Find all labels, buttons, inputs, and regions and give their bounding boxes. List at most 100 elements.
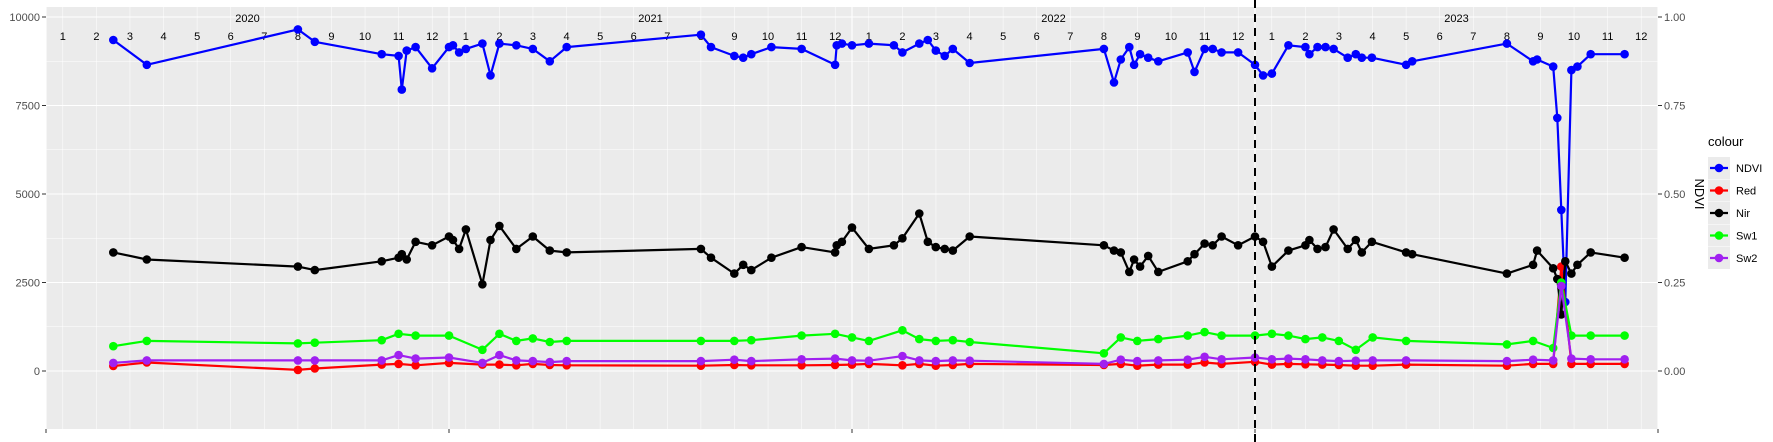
data-point-nir (454, 244, 464, 254)
data-point-ndvi (1250, 60, 1260, 70)
data-point-nir (1528, 260, 1538, 270)
data-point-nir (965, 232, 974, 241)
data-point-sw1 (747, 335, 756, 345)
data-point-sw2 (747, 356, 756, 366)
data-point-ndvi (377, 49, 387, 59)
data-point-sw1 (1334, 336, 1344, 346)
data-point-nir (747, 265, 756, 275)
data-point-sw2 (495, 350, 504, 360)
data-point-ndvi (923, 35, 933, 45)
data-point-ndvi (109, 35, 118, 45)
data-point-nir (1267, 262, 1277, 271)
data-point-ndvi (1200, 44, 1209, 54)
data-point-sw1 (1620, 331, 1629, 340)
month-label: 4 (160, 31, 166, 43)
data-point-nir (448, 235, 458, 245)
data-point-sw2 (1586, 355, 1595, 364)
data-point-nir (1407, 249, 1417, 259)
month-label: 7 (1470, 31, 1476, 43)
month-label: 2 (1302, 31, 1308, 43)
data-point-sw2 (948, 356, 958, 365)
month-label: 12 (1635, 31, 1647, 43)
y-left-tick-label: 10000 (9, 12, 40, 24)
data-point-ndvi (1620, 49, 1629, 59)
data-point-sw2 (730, 355, 739, 365)
data-point-nir (109, 248, 118, 257)
data-point-sw2 (1133, 356, 1142, 366)
data-point-sw2 (1217, 355, 1226, 364)
data-point-nir (864, 244, 874, 254)
legend-title: colour (1708, 134, 1744, 149)
data-point-nir (1135, 262, 1145, 271)
month-label: 2 (93, 31, 99, 43)
data-point-ndvi (1329, 44, 1338, 54)
data-point-ndvi (448, 41, 458, 50)
data-point-ndvi (1357, 53, 1367, 62)
month-label: 12 (426, 31, 438, 43)
data-point-sw1 (1401, 336, 1411, 346)
data-point-nir (1573, 260, 1582, 270)
data-point-nir (696, 244, 706, 254)
data-point-nir (940, 244, 949, 254)
data-point-sw1 (730, 336, 739, 346)
y-left-tick-label: 2500 (16, 278, 40, 290)
data-point-sw2 (1284, 354, 1293, 363)
month-label: 7 (1067, 31, 1073, 43)
data-point-red (495, 360, 504, 369)
data-point-nir (923, 237, 933, 247)
y-left-tick-label: 5000 (16, 189, 40, 201)
data-point-sw1 (1133, 336, 1142, 346)
y-right-tick-label: 0.25 (1664, 278, 1685, 290)
data-point-sw2 (1318, 356, 1327, 365)
data-point-nir (377, 257, 387, 266)
data-point-ndvi (1305, 49, 1314, 59)
month-label: 5 (1000, 31, 1006, 43)
data-point-ndvi (1183, 48, 1192, 57)
data-point-sw2 (1567, 354, 1576, 363)
data-point-nir (1233, 241, 1243, 250)
data-point-sw1 (1351, 345, 1361, 355)
data-point-nir (1099, 241, 1109, 250)
series-sw2 (109, 281, 1629, 369)
data-point-sw1 (847, 333, 857, 342)
data-point-nir (898, 234, 907, 243)
data-point-nir (1129, 255, 1139, 264)
data-point-ndvi (706, 42, 716, 52)
data-point-sw1 (545, 337, 555, 347)
month-label: 1 (60, 31, 66, 43)
data-point-sw2 (528, 356, 538, 366)
month-year-labels: 1234567891011121234567891011121234567891… (60, 13, 1648, 43)
data-point-sw2 (478, 358, 487, 368)
data-point-ndvi (397, 85, 407, 94)
data-point-nir (402, 255, 412, 264)
data-point-nir (512, 244, 521, 254)
data-point-ndvi (478, 39, 487, 48)
data-point-sw1 (1284, 331, 1293, 340)
data-point-nir (1200, 239, 1209, 248)
y-right-tick-label: 0.75 (1664, 101, 1685, 113)
data-point-sw2 (411, 354, 420, 363)
data-point-ndvi (528, 44, 538, 54)
data-point-sw1 (1116, 333, 1126, 342)
month-label: 1 (1269, 31, 1275, 43)
month-label: 5 (597, 31, 603, 43)
y-axis-left: 0 2500 5000 7500 10000 (9, 12, 46, 378)
data-point-sw2 (965, 356, 974, 366)
data-point-sw2 (797, 355, 806, 364)
data-point-sw1 (478, 345, 487, 355)
data-point-ndvi (915, 39, 924, 48)
data-point-sw1 (1586, 331, 1595, 340)
data-point-sw1 (1301, 334, 1310, 344)
data-point-sw1 (965, 337, 974, 347)
legend-label-ndvi: NDVI (1736, 163, 1762, 175)
data-point-ndvi (1532, 55, 1542, 64)
data-point-sw1 (495, 329, 504, 339)
data-point-nir (1367, 237, 1377, 247)
month-label: 10 (1568, 31, 1580, 43)
data-point-sw2 (1528, 355, 1538, 365)
data-point-ndvi (562, 42, 571, 52)
data-point-sw2 (915, 356, 924, 365)
month-label: 10 (1165, 31, 1177, 43)
data-point-sw2 (444, 353, 454, 362)
